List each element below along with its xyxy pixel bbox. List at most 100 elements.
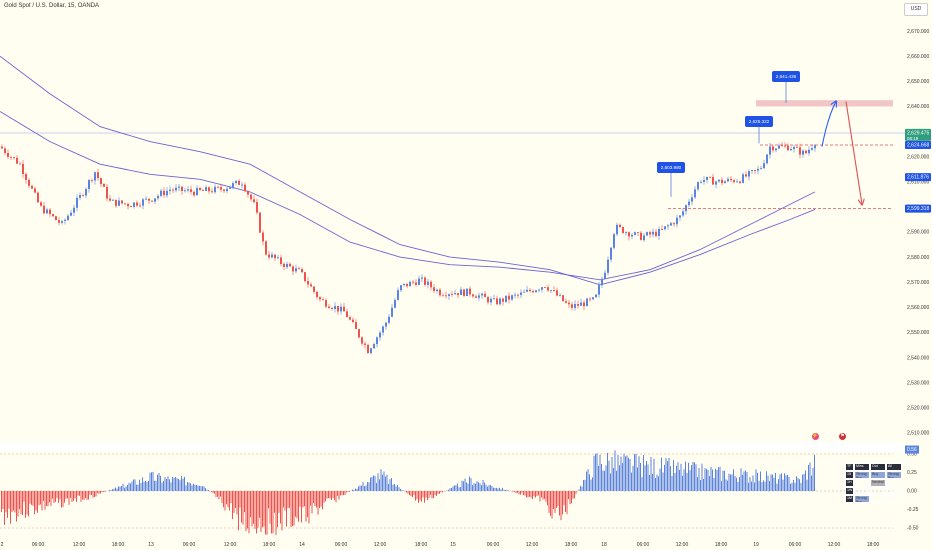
histogram-bar (2, 491, 4, 509)
candle-body (388, 316, 390, 323)
candle-body (226, 188, 228, 192)
histogram-bar (377, 473, 379, 491)
histogram-bar (362, 481, 364, 491)
histogram-bar (722, 470, 724, 491)
histogram-bar (589, 474, 590, 491)
histogram-bar (341, 491, 343, 495)
histogram-bar (410, 491, 412, 497)
histogram-bar (775, 472, 776, 491)
histogram-bar (44, 491, 46, 510)
histogram-bar (77, 491, 79, 496)
candle-body (112, 199, 114, 201)
candle-body (664, 226, 666, 230)
candle-body (760, 168, 762, 169)
lightning-icon[interactable]: ⚡ (812, 433, 819, 440)
histogram-bar (76, 491, 77, 502)
histogram-bar (428, 491, 430, 499)
candle-body (271, 254, 273, 258)
histogram-bar (164, 477, 166, 491)
table-cell: 1H (845, 479, 854, 487)
histogram-bar (158, 473, 160, 491)
candle-body (85, 189, 87, 196)
histogram-bar (752, 475, 754, 491)
us-flag-icon[interactable]: ⚑ (839, 433, 846, 440)
histogram-bar (19, 491, 20, 510)
histogram-bar (592, 477, 593, 491)
histogram-bar (553, 491, 554, 509)
candle-body (724, 181, 726, 184)
candle-body (718, 179, 720, 182)
histogram-bar (419, 491, 421, 501)
currency-button[interactable]: USD (904, 3, 928, 16)
candle-body (301, 269, 303, 273)
candle-body (283, 263, 285, 267)
histogram-bar (640, 462, 641, 491)
histogram-bar (635, 453, 637, 491)
table-cell: Strong Buy (854, 495, 870, 503)
candle-body (445, 295, 447, 297)
histogram-bar (335, 491, 337, 503)
histogram-bar (293, 491, 295, 526)
histogram-bar (655, 478, 656, 491)
histogram-bar (602, 470, 604, 491)
candle-body (67, 215, 69, 220)
histogram-bar (260, 491, 262, 532)
candle-body (457, 293, 459, 296)
histogram-bar (724, 470, 725, 491)
table-cell: 15 (845, 471, 854, 479)
histogram-bar (92, 491, 94, 498)
histogram-bar (503, 489, 505, 491)
histogram-bar (767, 475, 769, 491)
histogram-bar (31, 491, 32, 505)
histogram-bar (665, 458, 667, 491)
candle-body (589, 298, 591, 300)
x-tick-label: 12:00 (374, 542, 387, 548)
histogram-bar (541, 491, 542, 498)
histogram-bar (457, 483, 458, 491)
histogram-bar (782, 479, 784, 491)
x-tick-label: 18:00 (263, 542, 276, 548)
candle-body (571, 304, 573, 308)
candle-body (418, 278, 420, 285)
candle-body (322, 299, 324, 301)
histogram-bar (743, 471, 745, 491)
histogram-bar (283, 491, 284, 508)
histogram-bar (559, 491, 560, 516)
table-header: Mins (854, 463, 870, 471)
histogram-bar (115, 487, 116, 491)
histogram-bar (55, 491, 56, 502)
forecast-down-arrow (845, 101, 862, 204)
histogram-bar (616, 470, 617, 491)
histogram-bar (481, 485, 482, 491)
histogram-bar (664, 464, 665, 491)
histogram-bar (596, 453, 598, 491)
oscillator-pane: 0.50 0.25 0.00 -0.25 -0.50 0.56 (0, 445, 919, 536)
histogram-bar (661, 457, 662, 491)
annotation-bubble (772, 71, 800, 82)
candle-body (466, 288, 468, 296)
histogram-bar (575, 491, 577, 494)
price-axis: 2,670.0002,660.0002,650.0002,640.0002,63… (907, 29, 929, 437)
histogram-bar (755, 469, 757, 491)
histogram-bar (586, 471, 587, 491)
x-tick-label: 06:00 (335, 542, 348, 548)
histogram-bar (304, 491, 305, 507)
histogram-bar (803, 473, 805, 491)
osc-tick-label: -0.50 (907, 526, 919, 532)
histogram-bar (379, 479, 380, 491)
histogram-bar (337, 491, 338, 496)
y-tick-label: 2,510.000 (907, 431, 929, 437)
candle-body (4, 148, 6, 153)
histogram-bar (473, 483, 475, 491)
table-cell (886, 479, 902, 487)
candle-body (208, 187, 210, 192)
histogram-bar (278, 491, 280, 513)
histogram-bar (476, 481, 478, 491)
histogram-bar (506, 489, 508, 491)
histogram-bar (214, 491, 215, 494)
horizontal-levels: 2,629.475 2,624.668 2,611.876 2,599.318 08:1… (668, 128, 931, 213)
histogram-bar (499, 487, 500, 491)
histogram-bar (565, 491, 566, 513)
histogram-bar (160, 475, 161, 491)
